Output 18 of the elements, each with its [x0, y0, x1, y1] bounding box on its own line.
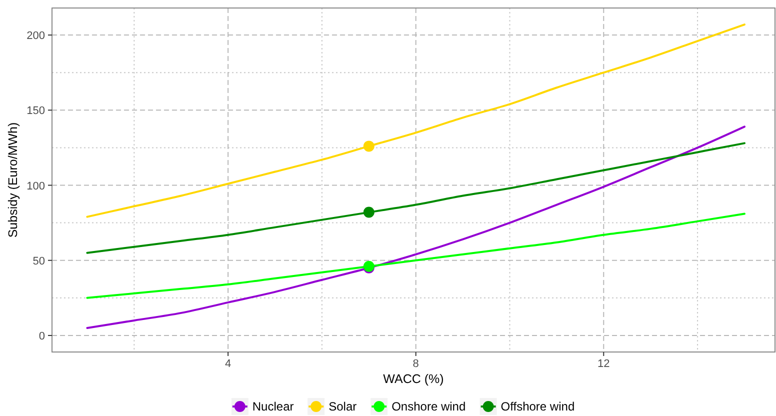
x-tick-label: 8: [412, 358, 419, 370]
legend-label: Onshore wind: [392, 400, 466, 414]
y-tick-label: 150: [26, 105, 45, 118]
line-series: [86, 212, 746, 299]
y-axis-title: Subsidy (Euro/MWh): [6, 122, 20, 238]
line-series: [86, 142, 746, 254]
y-tick-label: 50: [32, 255, 45, 268]
x-tick-label: 4: [224, 358, 232, 370]
y-tick-label: 0: [38, 330, 45, 342]
legend-label: Offshore wind: [500, 400, 575, 414]
y-tick-label: 200: [26, 30, 45, 42]
x-axis-title: WACC (%): [383, 372, 444, 386]
line-series: [86, 24, 746, 218]
y-tick-label: 100: [26, 180, 45, 192]
line-series: [86, 126, 746, 329]
legend-label: Nuclear: [252, 400, 294, 414]
legend-label: Solar: [328, 400, 357, 414]
x-tick-label: 12: [598, 358, 610, 370]
